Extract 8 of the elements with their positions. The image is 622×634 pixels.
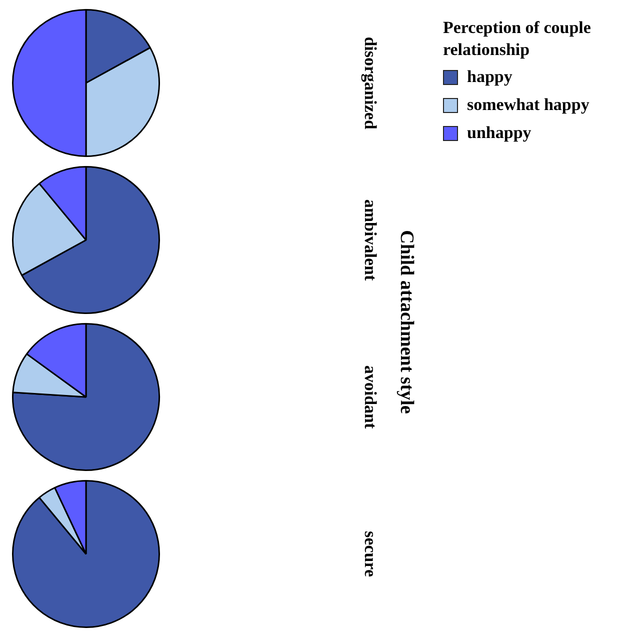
text: Child attachment style xyxy=(395,230,417,414)
text: avoidant xyxy=(360,365,380,429)
legend-label: unhappy xyxy=(467,123,532,143)
legend-label: somewhat happy xyxy=(467,95,590,115)
text: disorganized xyxy=(360,36,380,130)
text: secure xyxy=(360,531,380,577)
legend-label: happy xyxy=(467,67,512,87)
text: ambivalent xyxy=(360,199,380,281)
